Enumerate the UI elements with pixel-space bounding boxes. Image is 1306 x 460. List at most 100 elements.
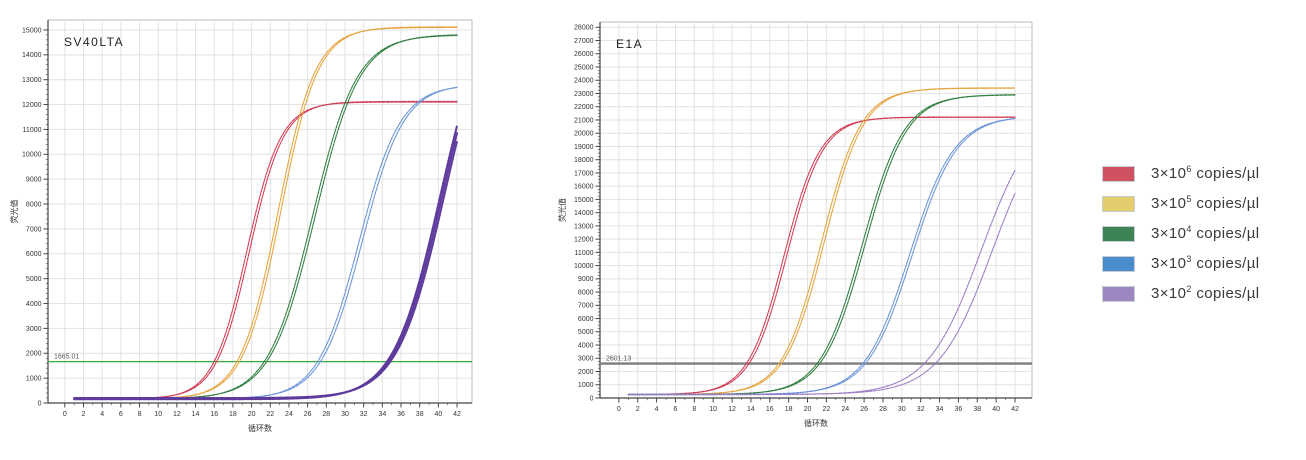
legend-label-exponent: 2 — [1186, 284, 1192, 294]
x-tick-label: 8 — [692, 406, 696, 413]
legend-label-unit: copies/µl — [1191, 165, 1260, 182]
concentration-legend: 3×106 copies/µl 3×105 copies/µl 3×104 copi… — [1102, 163, 1302, 304]
y-tick-label: 10000 — [574, 263, 594, 270]
x-tick-label: 10 — [709, 406, 717, 413]
x-tick-label: 32 — [917, 406, 925, 413]
legend-label-unit: copies/µl — [1191, 195, 1260, 212]
y-tick-label: 27000 — [574, 38, 594, 45]
y-tick-label: 2000 — [26, 351, 42, 358]
legend-label-exponent: 4 — [1186, 224, 1192, 234]
y-tick-label: 7000 — [578, 303, 594, 310]
plot-area — [47, 19, 473, 404]
y-tick-label: 1000 — [26, 376, 42, 383]
y-tick-label: 13000 — [574, 223, 594, 230]
x-tick-label: 30 — [898, 406, 906, 413]
y-tick-label: 20000 — [574, 131, 594, 138]
x-tick-label: 8 — [138, 411, 142, 418]
legend-label: 3×103 copies/µl — [1151, 254, 1260, 273]
y-tick-label: 11000 — [23, 127, 42, 134]
x-tick-label: 18 — [229, 411, 237, 418]
y-tick-label: 15000 — [22, 27, 42, 34]
y-tick-label: 15000 — [574, 197, 594, 204]
y-tick-label: 0 — [38, 400, 42, 407]
x-tick-label: 28 — [879, 406, 887, 413]
y-tick-label: 14000 — [22, 52, 42, 59]
x-tick-label: 28 — [322, 411, 330, 418]
y-tick-label: 18000 — [574, 157, 594, 164]
y-tick-label: 4000 — [578, 342, 594, 349]
legend-label: 3×104 copies/µl — [1151, 224, 1260, 243]
legend-label-exponent: 3 — [1186, 254, 1192, 264]
legend-label-unit: copies/µl — [1191, 225, 1260, 242]
legend-label-base: 3×10 — [1151, 255, 1187, 272]
x-tick-label: 36 — [955, 406, 963, 413]
y-tick-label: 8000 — [26, 201, 42, 208]
x-tick-label: 42 — [453, 411, 461, 418]
y-tick-label: 17000 — [574, 170, 594, 177]
y-tick-label: 3000 — [26, 326, 42, 333]
amplification-curve-e1a-series0-rep1 — [627, 116, 1016, 395]
x-tick-label: 26 — [860, 406, 868, 413]
x-tick-label: 22 — [822, 406, 830, 413]
y-tick-label: 7000 — [26, 226, 42, 233]
y-tick-label: 13000 — [22, 77, 42, 84]
y-tick-label: 4000 — [26, 301, 42, 308]
x-tick-label: 18 — [785, 406, 793, 413]
legend-label-exponent: 5 — [1186, 194, 1192, 204]
x-tick-label: 14 — [192, 411, 200, 418]
legend-label-base: 3×10 — [1151, 285, 1187, 302]
threshold-label: 2601.13 — [606, 356, 631, 363]
chart-e1a: 0 1000 2000 3000 4000 5000 6000 7000 8000 9000 100… — [556, 10, 1046, 457]
y-tick-label: 11000 — [575, 250, 594, 257]
x-tick-label: 2 — [636, 406, 640, 413]
chart-title: E1A — [616, 37, 643, 51]
y-tick-label: 1000 — [578, 382, 594, 389]
y-tick-label: 5000 — [26, 276, 42, 283]
x-tick-label: 30 — [341, 411, 349, 418]
x-tick-label: 42 — [1011, 406, 1019, 413]
x-tick-label: 24 — [285, 411, 293, 418]
chart-sv40lta-svg: 0100020003000400050006000700080009000100… — [9, 19, 473, 433]
y-tick-label: 6000 — [26, 251, 42, 258]
x-tick-label: 38 — [973, 406, 981, 413]
y-tick-label: 3000 — [578, 356, 594, 363]
y-tick-label: 24000 — [574, 78, 594, 85]
y-tick-label: 28000 — [574, 25, 594, 32]
x-tick-label: 22 — [266, 411, 274, 418]
legend-label-unit: copies/µl — [1191, 255, 1260, 272]
x-tick-label: 38 — [416, 411, 424, 418]
x-tick-label: 34 — [378, 411, 386, 418]
amplification-curve-e1a-series4-rep1 — [627, 192, 1016, 395]
legend-label: 3×105 copies/µl — [1151, 194, 1260, 213]
x-tick-label: 2 — [82, 411, 86, 418]
x-tick-label: 32 — [360, 411, 368, 418]
amplification-curve-sv40lta-series4-rep2 — [73, 140, 459, 400]
x-tick-label: 12 — [173, 411, 181, 418]
plot-area — [599, 21, 1033, 399]
x-tick-label: 4 — [100, 411, 104, 418]
x-tick-label: 0 — [63, 411, 67, 418]
legend-swatch — [1102, 225, 1135, 242]
x-tick-label: 14 — [747, 406, 755, 413]
legend-label-base: 3×10 — [1151, 165, 1187, 182]
x-axis-label: 循环数 — [804, 418, 828, 428]
y-axis-label: 荧光值 — [9, 200, 19, 224]
x-tick-label: 6 — [119, 411, 123, 418]
legend-swatch — [1102, 195, 1135, 212]
legend-item: 3×102 copies/µl — [1102, 283, 1302, 304]
x-tick-label: 16 — [766, 406, 774, 413]
y-tick-label: 5000 — [578, 329, 594, 336]
y-axis-label: 荧光值 — [557, 198, 567, 222]
y-tick-label: 12000 — [574, 237, 594, 244]
x-tick-label: 24 — [841, 406, 849, 413]
legend-item: 3×104 copies/µl — [1102, 223, 1302, 244]
legend-label: 3×102 copies/µl — [1151, 284, 1259, 303]
threshold-label: 1665.01 — [54, 354, 79, 361]
y-tick-label: 14000 — [574, 210, 594, 217]
y-tick-label: 2000 — [578, 369, 594, 376]
legend-item: 3×106 copies/µl — [1102, 163, 1302, 184]
x-tick-label: 6 — [674, 406, 678, 413]
y-tick-label: 10000 — [22, 152, 42, 159]
x-tick-label: 36 — [397, 411, 405, 418]
